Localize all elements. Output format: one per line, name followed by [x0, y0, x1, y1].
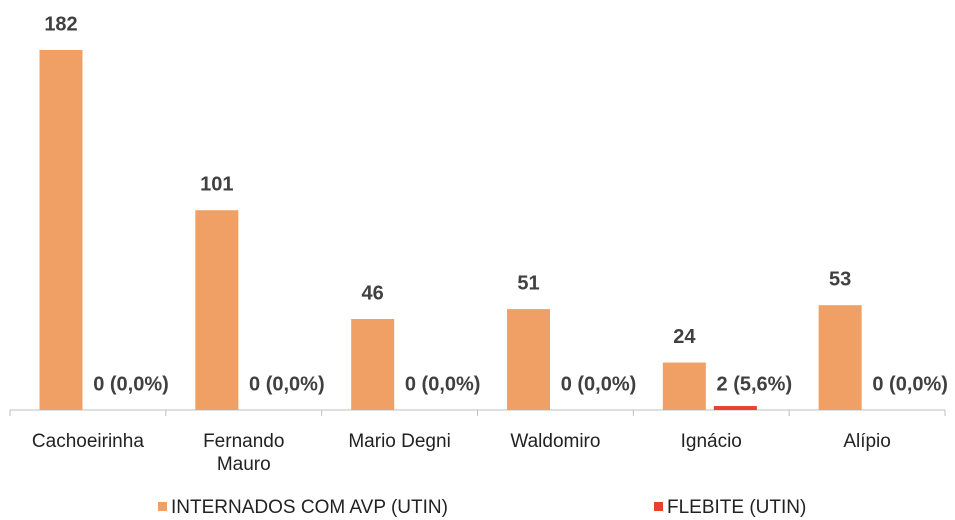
value-label: 101 — [200, 174, 233, 196]
value-label: 0 (0,0%) — [249, 373, 325, 395]
bar — [507, 309, 550, 410]
x-tick-label: Alípio — [843, 431, 891, 452]
legend-label: INTERNADOS COM AVP (UTIN) — [171, 497, 448, 518]
value-label: 0 (0,0%) — [561, 373, 637, 395]
x-tick-label: Fernando Mauro — [203, 431, 285, 475]
value-label: 51 — [517, 272, 539, 294]
bar — [713, 406, 757, 410]
bar — [662, 362, 706, 410]
value-label: 0 (0,0%) — [93, 373, 169, 395]
value-label: 2 (5,6%) — [717, 373, 793, 395]
bar — [818, 305, 862, 410]
x-tick-label: Ignácio — [680, 431, 742, 452]
x-tick-label: Cachoeirinha — [31, 431, 144, 452]
bar — [39, 50, 83, 410]
value-label: 0 (0,0%) — [405, 373, 481, 395]
legend-label: FLEBITE (UTIN) — [667, 497, 806, 518]
legend-swatch — [654, 502, 663, 511]
bar — [351, 319, 395, 410]
x-tick-label: Mario Degni — [348, 431, 451, 452]
value-label: 0 (0,0%) — [872, 373, 948, 395]
legend-swatch — [158, 502, 167, 511]
value-label: 46 — [362, 282, 384, 304]
value-label: 53 — [829, 268, 851, 290]
x-tick-label: Waldomiro — [510, 431, 601, 452]
value-label: 24 — [673, 326, 696, 348]
value-label: 182 — [44, 13, 77, 35]
bar — [195, 210, 239, 410]
